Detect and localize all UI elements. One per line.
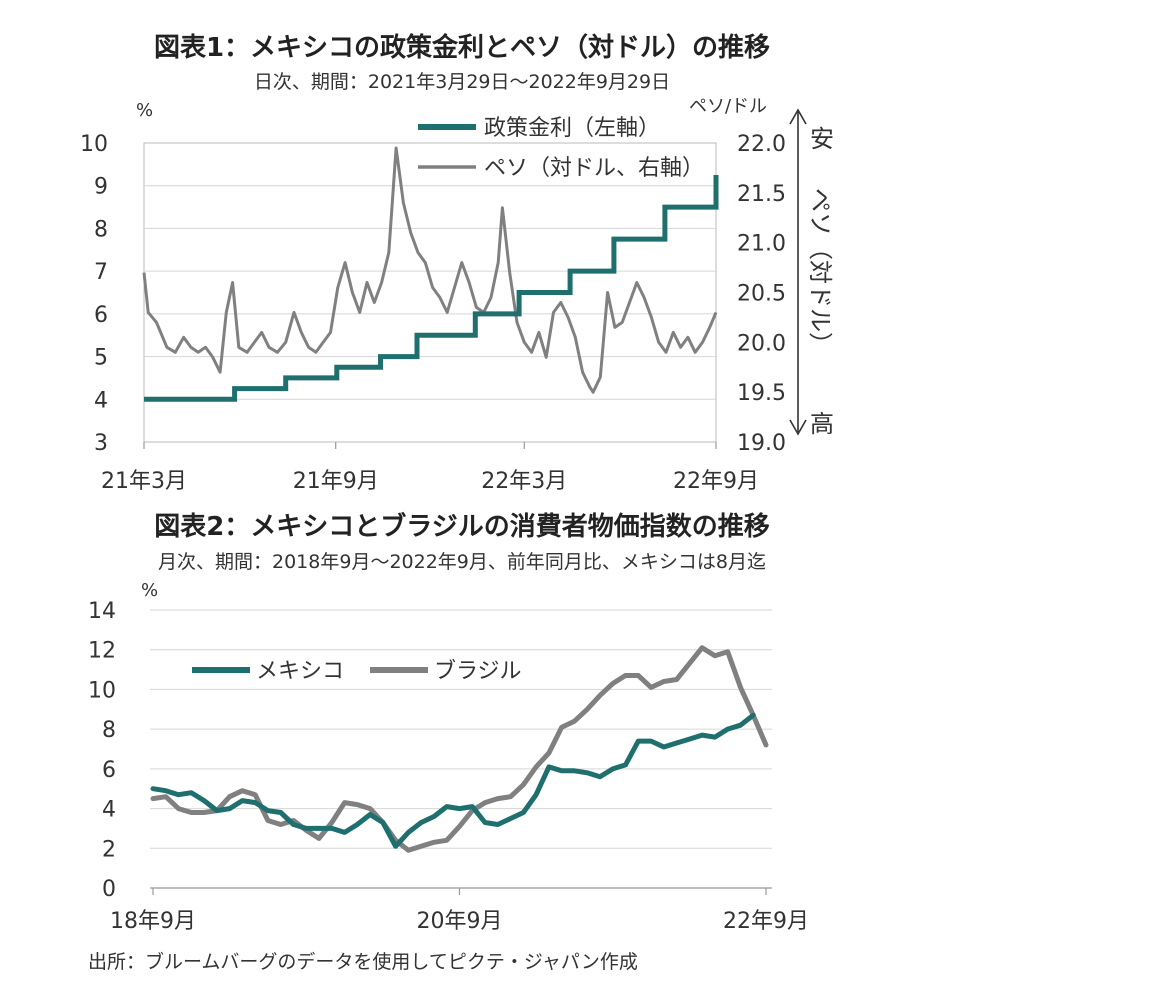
chart1-y-left-ticks: 3 4 5 6 7 8 9 10: [80, 132, 108, 456]
chart2-y-tick-label: 12: [88, 639, 116, 664]
peso-direction-indicator: 安 ペソ（対ドル） 高: [789, 108, 834, 438]
chart1-title: 図表1：メキシコの政策金利とペソ（対ドル）の推移: [154, 32, 770, 63]
chart2: % 0 2 4 6 8 10 12 14 18年9月 20年9月 22年9月 メキシコ ブラジル: [88, 580, 809, 934]
chart1-y-right-tick-label: 19.5: [737, 381, 786, 406]
chart1-legend: 政策金利（左軸） ペソ（対ドル、右軸）: [418, 116, 704, 181]
chart2-y-tick-label: 0: [102, 877, 116, 902]
chart2-y-tick-label: 6: [102, 758, 116, 783]
series-line-mexico: [150, 712, 756, 849]
chart2-x-ticks: 18年9月 20年9月 22年9月: [110, 888, 809, 934]
chart1-right-unit: ペソ/ドル: [689, 96, 767, 117]
chart2-left-unit: %: [141, 580, 158, 601]
chart1-y-right-tick-label: 20.0: [737, 331, 786, 356]
chart2-subtitle: 月次、期間：2018年9月～2022年9月、前年同月比、メキシコは8月迄: [158, 551, 766, 573]
chart2-legend: メキシコ ブラジル: [192, 659, 522, 684]
chart2-y-tick-label: 4: [102, 798, 116, 823]
legend-label-mexico: メキシコ: [256, 659, 344, 684]
chart1-y-left-tick-label: 6: [94, 303, 108, 328]
chart1-y-right-tick-label: 22.0: [737, 132, 786, 157]
chart1-y-left-tick-label: 8: [94, 217, 108, 242]
chart2-gridlines: [150, 609, 772, 849]
chart1-x-tick-label: 21年3月: [101, 469, 187, 494]
side-label-peso: ペソ（対ドル）: [806, 188, 834, 356]
direction-arrow-up-icon: [789, 108, 807, 125]
legend-label-policy-rate: 政策金利（左軸）: [484, 116, 660, 141]
series-line-peso: [142, 146, 718, 394]
chart1-x-tick-label: 22年3月: [481, 469, 567, 494]
chart2-y-tick-label: 8: [102, 718, 116, 743]
side-label-expensive: 高: [810, 410, 834, 438]
chart1-y-right-ticks: 19.0 19.5 20.0 20.5 21.0 21.5 22.0: [737, 132, 786, 456]
legend-label-brazil: ブラジル: [434, 659, 522, 684]
chart2-y-ticks: 0 2 4 6 8 10 12 14: [88, 599, 116, 902]
legend-label-peso: ペソ（対ドル、右軸）: [484, 156, 704, 181]
chart2-series: [150, 645, 769, 853]
series-line-brazil: [150, 645, 769, 853]
chart1-y-right-tick-label: 19.0: [737, 431, 786, 456]
chart2-x-tick-label: 22年9月: [723, 909, 809, 934]
chart1-series: [142, 146, 719, 402]
chart2-y-tick-label: 2: [102, 837, 116, 862]
chart1-x-tick-label: 21年9月: [293, 469, 379, 494]
chart1-y-left-tick-label: 5: [94, 346, 108, 371]
chart1-gridlines: [144, 185, 716, 400]
chart1-y-right-tick-label: 21.0: [737, 232, 786, 257]
chart2-title: 図表2：メキシコとブラジルの消費者物価指数の推移: [154, 511, 770, 542]
chart1-y-left-tick-label: 3: [94, 431, 108, 456]
chart2-y-tick-label: 14: [88, 599, 116, 624]
source-note: 出所：ブルームバーグのデータを使用してピクテ・ジャパン作成: [88, 950, 638, 973]
chart1-y-right-tick-label: 20.5: [737, 282, 786, 307]
chart1-y-right-tick-label: 21.5: [737, 182, 786, 207]
chart1-subtitle: 日次、期間：2021年3月29日～2022年9月29日: [254, 71, 670, 93]
chart1-y-left-tick-label: 7: [94, 260, 108, 285]
side-label-cheap: 安: [810, 125, 834, 153]
chart1-y-left-tick-label: 10: [80, 132, 108, 157]
chart1-plot-frame: [143, 142, 717, 443]
chart1-y-left-tick-label: 9: [94, 175, 108, 200]
chart2-x-tick-label: 18年9月: [110, 909, 196, 934]
chart1-x-tick-label: 22年9月: [673, 469, 759, 494]
chart1: % ペソ/ドル 3 4 5 6 7 8 9 10 19.0 19.5 20.0 20.5 21.0 21…: [80, 96, 834, 494]
chart1-y-left-tick-label: 4: [94, 388, 108, 413]
chart1-left-unit: %: [136, 100, 153, 121]
chart2-y-tick-label: 10: [88, 678, 116, 703]
direction-arrow-down-icon: [789, 419, 807, 436]
series-line-policy-rate: [144, 175, 719, 402]
chart1-x-ticks: 21年3月 21年9月 22年3月 22年9月: [101, 442, 759, 494]
chart2-x-tick-label: 20年9月: [417, 909, 503, 934]
